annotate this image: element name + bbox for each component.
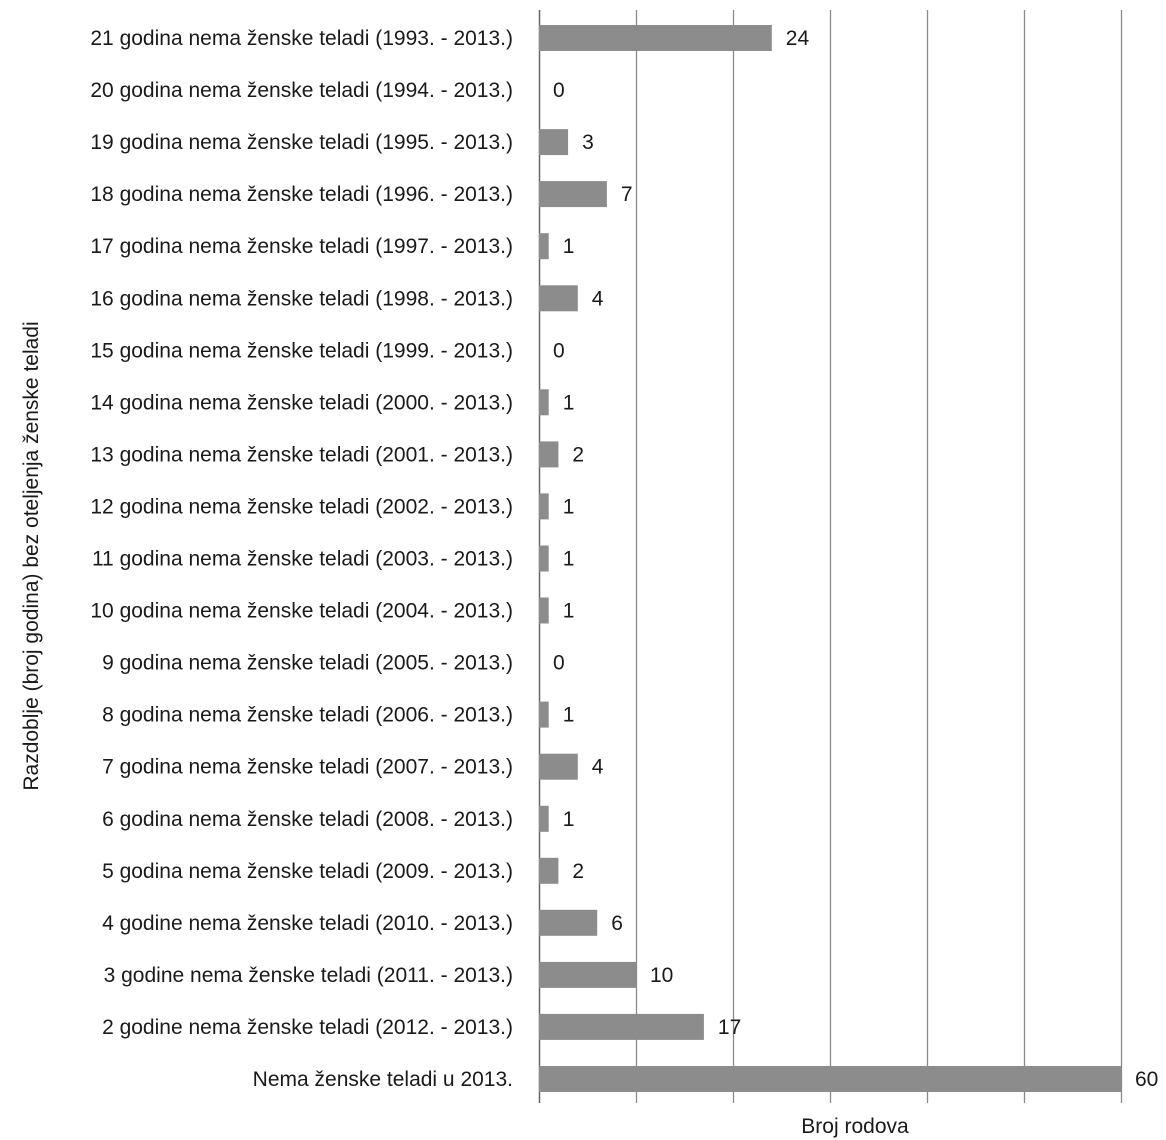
value-label: 17: [718, 1016, 741, 1039]
bar: [539, 129, 569, 156]
value-label: 0: [553, 79, 565, 102]
value-label: 4: [592, 287, 604, 310]
category-label: 14 godina nema ženske teladi (2000. - 20…: [90, 391, 513, 414]
value-label: 24: [786, 27, 810, 50]
bar: [539, 441, 559, 468]
category-labels: 21 godina nema ženske teladi (1993. - 20…: [90, 27, 513, 1091]
category-label: 13 godina nema ženske teladi (2001. - 20…: [90, 443, 513, 466]
category-label: 15 godina nema ženske teladi (1999. - 20…: [90, 339, 513, 362]
bar: [539, 701, 549, 728]
category-label: Nema ženske teladi u 2013.: [253, 1068, 513, 1091]
bar: [539, 857, 559, 884]
bar: [539, 389, 549, 416]
category-label: 7 godina nema ženske teladi (2007. - 201…: [102, 756, 513, 779]
bar: [539, 25, 772, 51]
category-label: 18 godina nema ženske teladi (1996. - 20…: [90, 183, 513, 206]
value-label: 1: [563, 808, 575, 831]
category-label: 6 godina nema ženske teladi (2008. - 201…: [102, 808, 513, 831]
value-label: 60: [1135, 1068, 1158, 1091]
gridlines: [538, 10, 1123, 1103]
bar: [539, 545, 549, 572]
value-label: 1: [563, 235, 575, 258]
category-label: 16 godina nema ženske teladi (1998. - 20…: [90, 287, 513, 310]
value-label: 1: [563, 391, 575, 414]
value-label: 0: [553, 652, 565, 675]
bar: [539, 1013, 704, 1040]
category-label: 19 godina nema ženske teladi (1995. - 20…: [90, 131, 513, 154]
category-label: 2 godine nema ženske teladi (2012. - 201…: [102, 1016, 513, 1039]
bar: [539, 909, 598, 936]
value-label: 3: [582, 131, 594, 154]
bars: [539, 25, 1121, 1092]
value-label: 2: [572, 443, 584, 466]
bar: [539, 597, 549, 624]
category-label: 9 godina nema ženske teladi (2005. - 201…: [102, 652, 513, 675]
category-label: 17 godina nema ženske teladi (1997. - 20…: [90, 235, 513, 258]
y-axis-title: Razdoblje (broj godina) bez oteljenja že…: [20, 321, 43, 790]
category-label: 21 godina nema ženske teladi (1993. - 20…: [90, 27, 513, 50]
category-label: 4 godine nema ženske teladi (2010. - 201…: [102, 912, 513, 935]
x-axis-title: Broj rodova: [801, 1115, 909, 1138]
value-label: 6: [611, 912, 623, 935]
value-label: 2: [572, 860, 584, 883]
value-label: 1: [563, 496, 575, 519]
category-label: 8 godina nema ženske teladi (2006. - 201…: [102, 704, 513, 727]
category-label: 5 godina nema ženske teladi (2009. - 201…: [102, 860, 513, 883]
value-label: 4: [592, 756, 604, 779]
category-label: 12 godina nema ženske teladi (2002. - 20…: [90, 496, 513, 519]
category-label: 10 godina nema ženske teladi (2004. - 20…: [90, 600, 513, 623]
bar: [539, 233, 549, 260]
bar: [539, 961, 636, 988]
bar: [539, 753, 578, 780]
bar: [539, 285, 578, 312]
value-label: 1: [563, 704, 575, 727]
bar: [539, 181, 607, 208]
bar: [539, 1066, 1121, 1092]
bar: [539, 805, 549, 832]
category-label: 20 godina nema ženske teladi (1994. - 20…: [90, 79, 513, 102]
category-label: 11 godina nema ženske teladi (2003. - 20…: [92, 548, 513, 571]
value-label: 7: [621, 183, 633, 206]
bar: [539, 493, 549, 520]
value-label: 1: [563, 600, 575, 623]
value-label: 0: [553, 339, 565, 362]
value-label: 10: [650, 964, 673, 987]
category-label: 3 godine nema ženske teladi (2011. - 201…: [104, 964, 513, 987]
value-label: 1: [563, 548, 575, 571]
